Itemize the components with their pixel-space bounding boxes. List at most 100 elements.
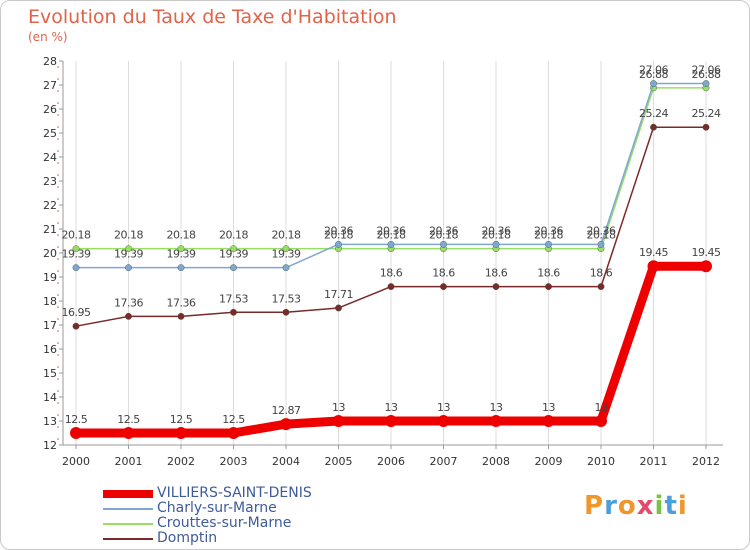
data-label-charly-sur-marne: 20.36 bbox=[429, 224, 458, 237]
minor-tick-dot bbox=[57, 330, 59, 332]
data-label-crouttes-sur-marne: 20.18 bbox=[324, 229, 353, 242]
data-point-charly-sur-marne bbox=[335, 240, 342, 248]
data-label-domptin: 16.95 bbox=[62, 306, 91, 319]
data-label-villiers-saint-denis: 12.87 bbox=[272, 404, 301, 417]
data-label-crouttes-sur-marne: 20.18 bbox=[587, 229, 616, 242]
grid bbox=[63, 61, 723, 445]
minor-tick-dot bbox=[57, 270, 59, 272]
data-point-charly-sur-marne bbox=[177, 264, 185, 272]
data-label-villiers-saint-denis: 12.5 bbox=[117, 413, 140, 426]
minor-tick-dot bbox=[57, 342, 59, 344]
data-point-domptin bbox=[72, 322, 80, 330]
x-tick-label-2012: 2012 bbox=[692, 455, 720, 468]
minor-tick-dot bbox=[57, 306, 59, 308]
data-labels: 12.5 12.5 12.5 12.5 12.87 13 13 13 13 13 13 19.45 19… bbox=[62, 64, 722, 426]
data-point-domptin bbox=[177, 312, 185, 320]
data-point-domptin bbox=[230, 308, 237, 316]
legend-label-charly: Charly-sur-Marne bbox=[157, 500, 277, 516]
data-point-charly-sur-marne bbox=[282, 264, 290, 272]
data-label-charly-sur-marne: 19.39 bbox=[272, 248, 301, 261]
minor-tick-dot bbox=[57, 390, 59, 392]
data-label-domptin: 17.53 bbox=[219, 292, 248, 305]
data-label-domptin: 25.24 bbox=[692, 107, 721, 120]
minor-tick-dot bbox=[57, 246, 59, 248]
minor-tick-dot bbox=[57, 114, 59, 116]
minor-tick-dot bbox=[57, 438, 59, 440]
y-tick-label-12: 12 bbox=[43, 439, 57, 452]
data-point-crouttes-sur-marne bbox=[125, 245, 132, 253]
y-tick-label-25: 25 bbox=[43, 127, 57, 140]
y-tick-label-18: 18 bbox=[43, 295, 57, 308]
logo-letter: x bbox=[636, 491, 655, 521]
y-tick-label-19: 19 bbox=[43, 271, 57, 284]
data-label-charly-sur-marne: 20.36 bbox=[482, 224, 511, 237]
data-point-charly-sur-marne bbox=[440, 240, 447, 248]
data-point-villiers-saint-denis bbox=[227, 427, 240, 439]
data-point-charly-sur-marne bbox=[492, 240, 500, 248]
data-label-charly-sur-marne: 27.06 bbox=[639, 64, 668, 77]
y-tick-label-28: 28 bbox=[43, 55, 57, 68]
minor-tick-dot bbox=[57, 162, 59, 164]
data-label-domptin: 17.36 bbox=[167, 296, 196, 309]
data-point-charly-sur-marne bbox=[125, 264, 132, 272]
y-tick-label-17: 17 bbox=[43, 319, 57, 332]
data-point-charly-sur-marne bbox=[72, 264, 80, 272]
data-point-domptin bbox=[597, 283, 605, 290]
data-point-crouttes-sur-marne bbox=[72, 245, 80, 253]
data-point-villiers-saint-denis bbox=[175, 427, 187, 439]
data-label-charly-sur-marne: 19.39 bbox=[167, 248, 196, 261]
minor-tick-dot bbox=[57, 414, 59, 416]
legend-label-domptin: Domptin bbox=[157, 530, 218, 546]
data-label-crouttes-sur-marne: 20.18 bbox=[114, 229, 143, 242]
y-tick-label-15: 15 bbox=[43, 367, 57, 380]
data-point-villiers-saint-denis bbox=[542, 415, 555, 427]
y-tick-label-16: 16 bbox=[43, 343, 57, 356]
y-tick-label-24: 24 bbox=[43, 151, 57, 164]
x-tick-label-2005: 2005 bbox=[325, 455, 353, 468]
minor-tick-dot bbox=[57, 294, 59, 296]
data-label-crouttes-sur-marne: 20.18 bbox=[167, 229, 196, 242]
x-tick-label-2009: 2009 bbox=[535, 455, 563, 468]
legend-swatch-villiers bbox=[103, 490, 153, 498]
data-point-villiers-saint-denis bbox=[332, 415, 345, 427]
data-label-crouttes-sur-marne: 20.18 bbox=[429, 229, 458, 242]
data-label-villiers-saint-denis: 13 bbox=[490, 401, 503, 414]
legend-label-crouttes: Crouttes-sur-Marne bbox=[157, 515, 292, 531]
data-point-domptin bbox=[387, 283, 395, 290]
minor-tick-dot bbox=[57, 78, 59, 80]
data-point-villiers-saint-denis bbox=[490, 415, 502, 427]
data-point-villiers-saint-denis bbox=[122, 427, 135, 439]
data-point-charly-sur-marne bbox=[545, 240, 552, 248]
data-point-charly-sur-marne bbox=[230, 264, 237, 272]
data-point-charly-sur-marne bbox=[597, 240, 605, 248]
data-label-domptin: 25.24 bbox=[639, 107, 668, 120]
data-point-crouttes-sur-marne bbox=[177, 245, 185, 253]
legend-label-villiers: VILLIERS-SAINT-DENIS bbox=[157, 485, 312, 501]
data-label-domptin: 17.71 bbox=[324, 288, 353, 301]
minor-tick-dot bbox=[57, 90, 59, 92]
data-label-crouttes-sur-marne: 20.18 bbox=[62, 229, 91, 242]
data-point-domptin bbox=[125, 312, 132, 320]
legend-swatch-domptin bbox=[103, 538, 153, 540]
data-label-charly-sur-marne: 20.36 bbox=[587, 224, 616, 237]
minor-tick-dot bbox=[57, 138, 59, 140]
data-label-crouttes-sur-marne: 26.88 bbox=[639, 68, 668, 81]
y-tick-label-22: 22 bbox=[43, 199, 57, 212]
data-label-domptin: 17.36 bbox=[114, 296, 143, 309]
logo-letter: i bbox=[677, 491, 688, 521]
minor-tick-dot bbox=[57, 234, 59, 236]
chart-title: Evolution du Taux de Taxe d'Habitation bbox=[28, 6, 397, 28]
logo-letter: r bbox=[604, 491, 618, 521]
data-point-domptin bbox=[545, 283, 552, 290]
minor-tick-dot bbox=[57, 318, 59, 320]
x-tick-label-2008: 2008 bbox=[482, 455, 510, 468]
minor-tick-dot bbox=[57, 378, 59, 380]
data-label-charly-sur-marne: 27.06 bbox=[692, 64, 721, 77]
minor-tick-dot bbox=[57, 282, 59, 284]
minor-tick-dot bbox=[57, 186, 59, 188]
data-label-villiers-saint-denis: 13 bbox=[542, 401, 555, 414]
x-tick-label-2000: 2000 bbox=[62, 455, 90, 468]
data-label-villiers-saint-denis: 19.45 bbox=[639, 246, 668, 259]
data-label-charly-sur-marne: 19.39 bbox=[219, 248, 248, 261]
